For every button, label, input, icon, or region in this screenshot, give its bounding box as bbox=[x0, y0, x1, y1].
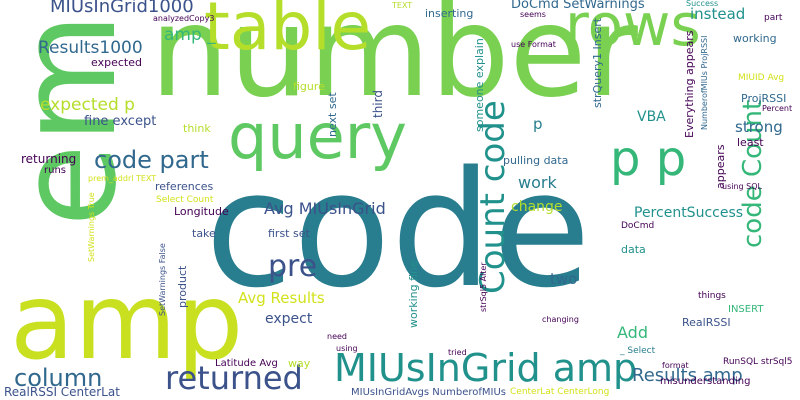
word-81: Everything appears bbox=[684, 30, 695, 138]
word-79: someone explain bbox=[474, 38, 485, 132]
word-54: data bbox=[621, 244, 646, 255]
word-51: first set bbox=[268, 228, 310, 239]
word-78: third bbox=[372, 90, 384, 118]
word-21: instead bbox=[690, 7, 745, 22]
word-28: Add bbox=[617, 325, 648, 341]
word-56: INSERT bbox=[728, 305, 763, 315]
word-87: SetWarnings True bbox=[88, 192, 96, 262]
word-57: DoCmd bbox=[621, 222, 654, 231]
word-46: inserting bbox=[425, 8, 473, 19]
word-65: runs bbox=[44, 166, 66, 176]
word-47: figure bbox=[293, 81, 325, 92]
word-30: VBA bbox=[637, 110, 666, 124]
word-27: two bbox=[550, 272, 577, 287]
word-77: next set bbox=[327, 92, 338, 137]
word-58: RunSQL strSql5 bbox=[723, 358, 793, 367]
word-37: references bbox=[155, 181, 213, 192]
word-25: work bbox=[518, 175, 557, 191]
word-42: misunderstanding bbox=[660, 377, 750, 387]
word-66: analyzedCopy3 bbox=[153, 15, 214, 23]
word-32: PercentSuccess bbox=[634, 206, 743, 220]
word-62: using bbox=[336, 345, 358, 353]
word-69: use Format bbox=[511, 41, 556, 49]
word-44: MIUsInGridAvgs NumberofMIUs bbox=[351, 388, 506, 398]
word-64: changing bbox=[542, 316, 579, 324]
word-19: expected p bbox=[40, 97, 135, 114]
word-49: pulling data bbox=[503, 155, 568, 166]
word-55: things bbox=[698, 292, 726, 301]
word-35: returning bbox=[21, 153, 76, 165]
word-31: p bbox=[533, 117, 543, 132]
word-10: MIUsInGrid amp bbox=[334, 349, 637, 387]
word-5: table bbox=[204, 0, 371, 60]
word-18: Results1000 bbox=[38, 40, 143, 57]
word-22: Avg MIUsInGrid bbox=[264, 201, 386, 217]
word-50: take bbox=[192, 228, 216, 239]
word-45: CenterLat CenterLong bbox=[510, 388, 609, 397]
word-36: Longitude bbox=[174, 206, 229, 217]
word-84: working fine bbox=[408, 260, 419, 328]
word-80: strQuery1 Insert bbox=[592, 18, 603, 108]
word-83: appears bbox=[715, 145, 726, 189]
word-48: think bbox=[183, 123, 211, 134]
word-23: Avg Results bbox=[238, 291, 325, 306]
word-61: tried bbox=[448, 349, 467, 357]
word-33: fine except bbox=[84, 115, 156, 128]
word-38: working bbox=[733, 33, 777, 44]
word-52: way bbox=[288, 358, 310, 369]
word-41: RealRSSI bbox=[682, 317, 731, 328]
word-75: Select Count bbox=[156, 196, 213, 205]
word-53: Latitude Avg bbox=[215, 359, 278, 369]
word-7: p p bbox=[610, 135, 686, 183]
word-70: Success bbox=[686, 0, 718, 8]
word-60: _ Select bbox=[620, 347, 655, 356]
word-76: prem_addrl TEXT bbox=[88, 175, 156, 183]
word-40: ProjRSSI bbox=[741, 93, 786, 104]
word-20: amp _ bbox=[164, 27, 216, 44]
word-63: need bbox=[327, 333, 347, 341]
word-14: code part bbox=[94, 148, 209, 172]
word-86: SetWarnings False bbox=[159, 243, 167, 316]
word-29: strong bbox=[735, 120, 783, 135]
word-34: expected bbox=[91, 57, 142, 68]
word-39: least bbox=[737, 137, 764, 148]
word-24: expect bbox=[265, 312, 312, 326]
word-82: NumberofMIUs ProjRSSI bbox=[701, 36, 709, 131]
word-71: Percent bbox=[762, 105, 792, 113]
word-68: seems bbox=[520, 11, 546, 19]
word-59: format bbox=[662, 362, 689, 370]
word-72: MIUID Avg bbox=[738, 74, 784, 83]
word-85: product bbox=[177, 266, 188, 308]
word-88: strSql5 Alter bbox=[480, 262, 488, 312]
word-43: RealRSSI CenterLat bbox=[4, 386, 120, 398]
word-26: change bbox=[511, 200, 563, 214]
word-67: TEXT bbox=[392, 2, 412, 10]
word-74: part bbox=[764, 14, 782, 23]
word-13: pre bbox=[268, 252, 317, 282]
word-73: using SQL bbox=[722, 183, 762, 191]
